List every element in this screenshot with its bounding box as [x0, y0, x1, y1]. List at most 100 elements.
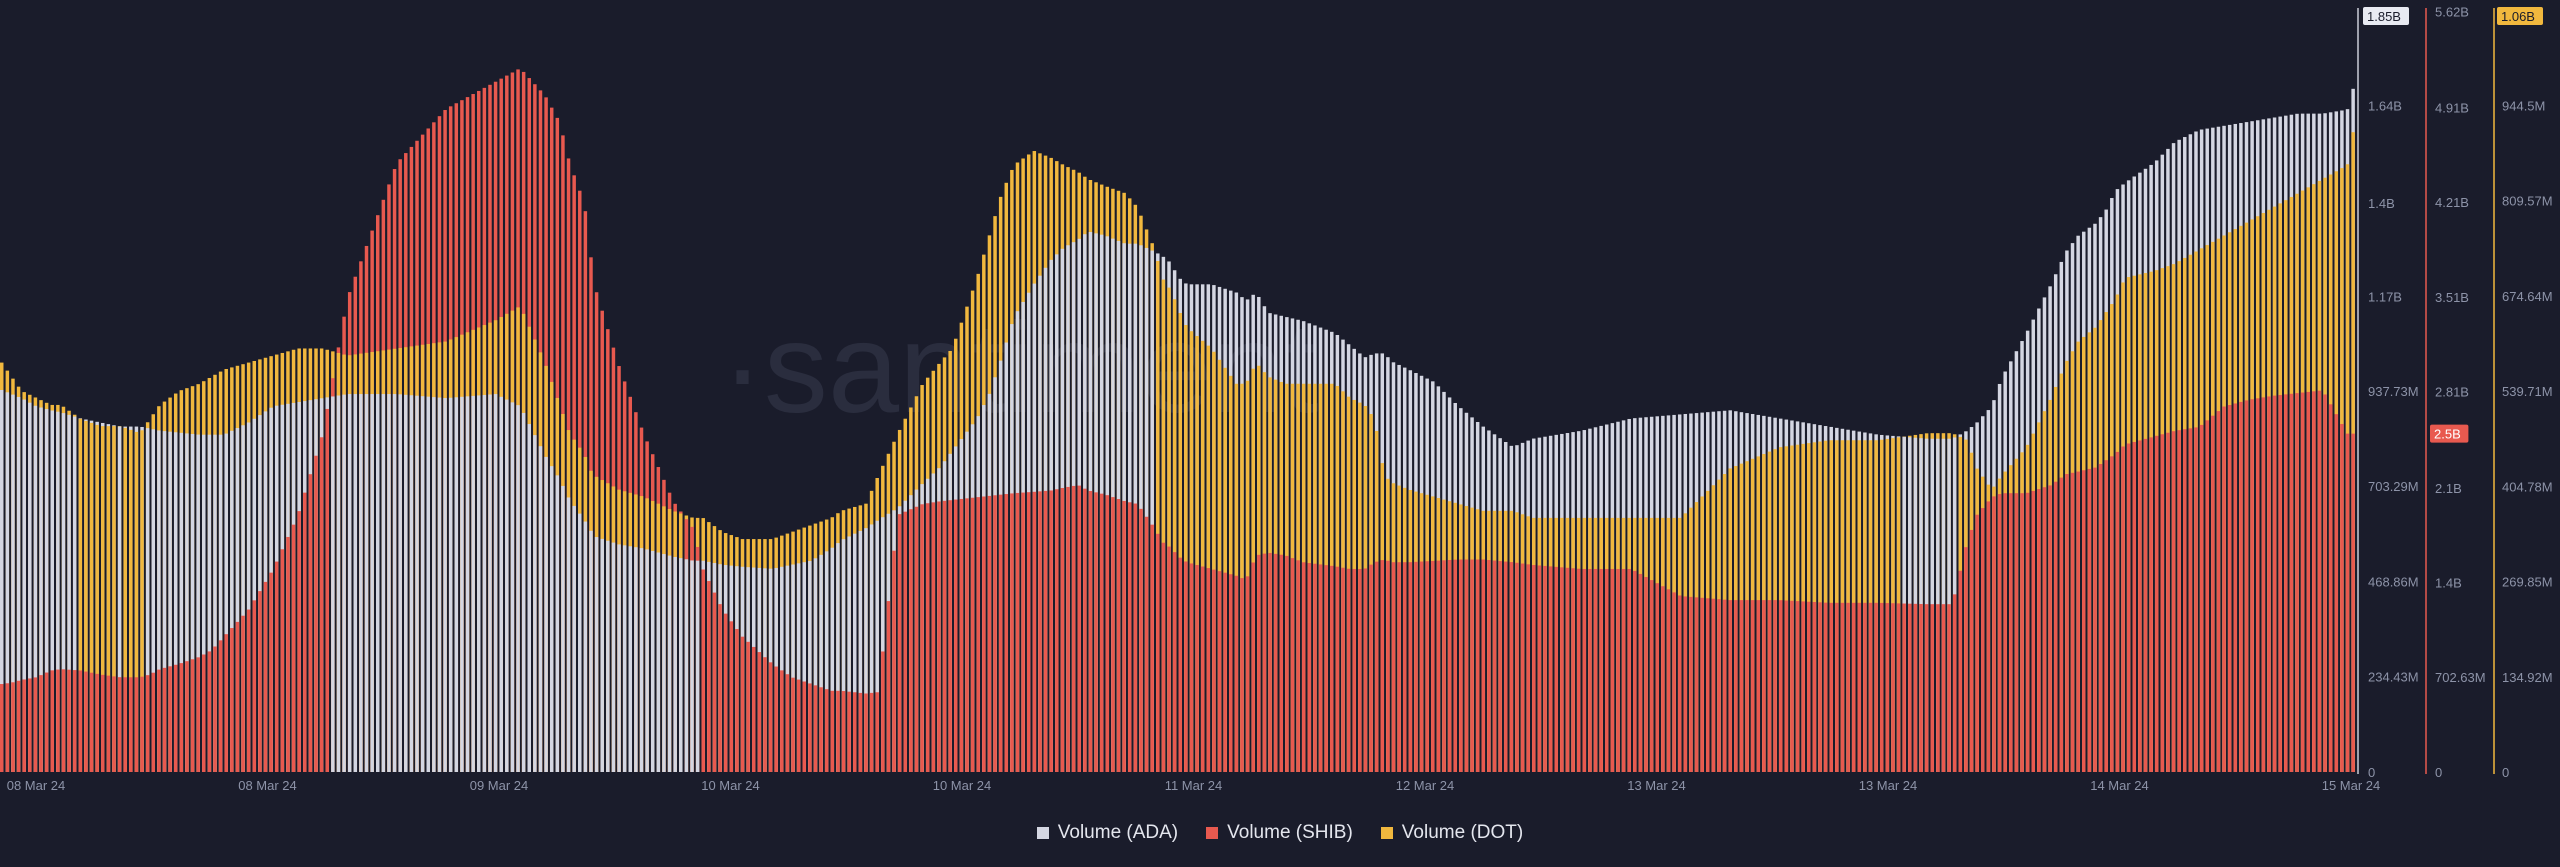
bar-volumedot — [123, 427, 127, 772]
bar-volumeshib — [303, 492, 307, 772]
bar-volumeshib — [796, 679, 801, 772]
y-tick-label-ada: 937.73M — [2368, 384, 2419, 399]
bar-volumeshib — [1773, 600, 1777, 772]
bar-volumeshib — [297, 511, 301, 772]
legend-label-ada: Volume (ADA) — [1057, 822, 1179, 843]
bar-volumeshib — [954, 499, 958, 772]
bar-volumeshib — [1683, 596, 1688, 772]
current-value-label-ada: 1.85B — [2367, 9, 2401, 24]
bar-volumeshib — [2076, 471, 2080, 772]
bar-volumeshib — [1116, 499, 1121, 772]
bar-volumeshib — [2300, 392, 2305, 772]
bar-volumeshib — [1857, 602, 1862, 772]
bar-volumeshib — [1846, 602, 1850, 772]
bar-volumeada — [370, 394, 374, 772]
bar-volumeada — [420, 396, 425, 772]
bar-volumeshib — [2227, 405, 2232, 772]
bar-volumeshib — [729, 621, 734, 772]
bar-volumeshib — [1593, 568, 1598, 772]
bar-volumeshib — [61, 669, 66, 772]
bar-volumeshib — [1245, 576, 1250, 772]
bar-volumeshib — [157, 669, 161, 772]
bar-volumeshib — [1734, 600, 1738, 772]
bar-volumeada — [39, 407, 43, 772]
bar-volumeshib — [1324, 565, 1328, 772]
legend-item-ada[interactable]: Volume (ADA) — [1036, 822, 1179, 844]
bar-volumeshib — [1487, 560, 1491, 772]
bar-volumeshib — [1537, 565, 1542, 772]
bar-volumeada — [426, 396, 430, 772]
bar-volumeshib — [319, 437, 324, 772]
bar-volumeada — [364, 394, 369, 772]
bar-volumeshib — [1649, 580, 1654, 772]
bar-volumeshib — [50, 670, 54, 772]
bar-volumeada — [836, 543, 840, 772]
bar-volumeshib — [112, 676, 116, 772]
bar-volumeshib — [1419, 561, 1424, 772]
bar-volumeshib — [982, 496, 986, 772]
bar-volumeada — [213, 434, 217, 772]
bar-volumeshib — [1958, 570, 1963, 772]
bar-volumeshib — [1908, 603, 1912, 772]
legend-label-shib: Volume (SHIB) — [1227, 822, 1353, 843]
bar-volumeshib — [1172, 552, 1177, 772]
bar-volumeada — [645, 549, 649, 772]
bar-volumeshib — [853, 692, 857, 772]
bar-volumeshib — [2031, 490, 2035, 772]
legend-item-shib[interactable]: Volume (SHIB) — [1206, 822, 1353, 844]
bar-volumeshib — [2143, 438, 2148, 772]
bar-volumeshib — [1021, 492, 1025, 772]
bar-volumeshib — [1560, 567, 1564, 772]
bar-volumeshib — [1229, 574, 1233, 772]
bar-volumeshib — [1492, 560, 1497, 772]
bar-volumeshib — [213, 646, 217, 772]
bar-volumeshib — [1879, 602, 1884, 772]
bar-volumeshib — [2211, 415, 2215, 772]
y-tick-label-shib: 702.63M — [2435, 670, 2486, 685]
bar-volumeshib — [1442, 560, 1446, 772]
bar-volumedot — [1223, 367, 1227, 772]
bar-volumedot — [89, 422, 94, 772]
y-tick-label-ada: 703.29M — [2368, 479, 2419, 494]
bar-volumeshib — [1425, 561, 1429, 772]
bar-volumedot — [1156, 260, 1160, 772]
bar-volumeshib — [1200, 566, 1205, 772]
bar-volumeada — [235, 428, 240, 772]
legend-item-dot[interactable]: Volume (DOT) — [1380, 822, 1523, 844]
bar-volumeshib — [1689, 596, 1693, 772]
bar-volumeada — [634, 547, 638, 772]
bar-volumeada — [190, 434, 195, 772]
bar-volumeshib — [2138, 440, 2142, 772]
bar-volumedot — [1178, 312, 1182, 772]
bar-volumeshib — [2289, 393, 2294, 772]
bar-volumeshib — [1150, 524, 1154, 772]
bar-volumeshib — [16, 680, 21, 772]
bar-volumeada — [218, 434, 223, 772]
bar-volumeshib — [286, 536, 290, 772]
bar-volumeshib — [2003, 493, 2007, 772]
bar-volumeada — [566, 497, 571, 772]
bar-volumeshib — [780, 670, 784, 772]
bar-volumeada — [499, 396, 503, 772]
bar-volumeshib — [2239, 401, 2243, 772]
bar-volumeshib — [791, 677, 795, 772]
bar-volumeshib — [1189, 563, 1194, 772]
bar-volumeada — [5, 392, 10, 772]
bar-volumeshib — [2115, 451, 2120, 772]
bar-volumeada — [589, 530, 593, 772]
bar-volumeshib — [89, 672, 94, 772]
bar-volumeada — [796, 563, 801, 772]
bar-volumeshib — [33, 677, 38, 772]
y-tick-label-dot: 269.85M — [2502, 575, 2553, 590]
bar-volumeada — [409, 395, 414, 772]
bar-volumeshib — [1930, 604, 1934, 772]
bar-volumeshib — [1386, 560, 1390, 772]
bar-volumeada — [392, 394, 397, 772]
bar-volumeada — [808, 561, 812, 772]
x-tick-label: 10 Mar 24 — [701, 778, 760, 793]
bar-volumeada — [813, 558, 818, 772]
bar-volumeshib — [1728, 600, 1732, 772]
bar-volumeshib — [1891, 603, 1895, 772]
bar-volumeada — [185, 433, 189, 772]
bar-volumeshib — [0, 684, 4, 772]
